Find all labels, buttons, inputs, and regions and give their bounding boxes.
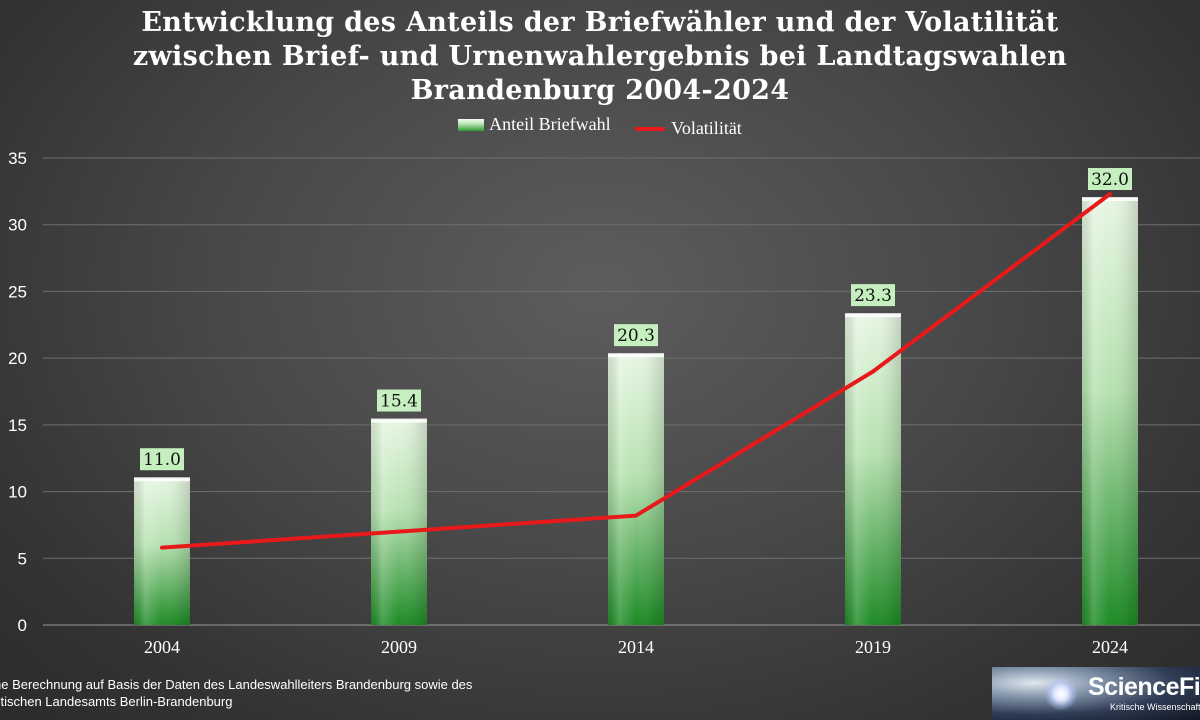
bar-shine-2024 [1082,198,1138,625]
source-note: ne Berechnung auf Basis der Daten des La… [0,676,472,710]
legend-line-swatch [635,126,666,131]
logo-tagline: Kritische Wissenschaft [1110,702,1200,712]
bar-cap-2014 [608,353,664,358]
legend-item-briefwahl: Anteil Briefwahl [458,114,611,135]
volatility-line-group [160,192,1112,550]
data-label-bg-2014 [614,324,658,347]
title-line-1: Entwicklung des Anteils der Briefwähler … [141,7,1059,38]
data-labels: 11.0 15.4 20.3 23.3 32.0 [140,168,1132,471]
bar-cap-2019 [845,313,901,318]
data-label-2004: 11.0 [143,450,181,470]
data-label-bg-2019 [851,284,895,307]
y-tick-label-15: 15 [8,416,27,435]
y-tick-label-5: 5 [18,549,27,568]
x-category-2009: 2009 [381,637,417,657]
y-axis-ticks: 0 5 10 15 20 25 30 35 [8,149,27,635]
bar-cap-2024 [1082,197,1138,202]
y-tick-label-35: 35 [8,149,27,168]
logo-name: ScienceFiles [1088,673,1200,701]
source-line-2: stischen Landesamts Berlin-Brandenburg [0,694,233,709]
bar-shine-2014 [608,354,664,625]
data-label-2009: 15.4 [380,392,418,412]
x-category-2019: 2019 [855,637,891,657]
x-axis-categories: 2004 2009 2014 2019 2024 [144,637,1128,657]
data-label-bg-2004 [140,448,184,471]
y-tick-label-0: 0 [18,616,27,635]
legend-label-volatilitaet: Volatilität [671,118,742,138]
y-tick-label-10: 10 [8,483,27,502]
data-label-bg-2024 [1088,168,1132,191]
source-line-1: ne Berechnung auf Basis der Daten des La… [0,677,473,692]
legend-bar-swatch [458,118,485,131]
y-tick-label-30: 30 [8,216,27,235]
logo-glow-icon [1044,677,1078,711]
x-category-2004: 2004 [144,637,180,657]
legend-item-volatilitaet: Volatilität [635,118,742,139]
bar-cap-2009 [371,418,427,423]
legend: Anteil Briefwahl Volatilität [0,114,1200,139]
chart-title: Entwicklung des Anteils der Briefwähler … [0,6,1200,108]
bar-shine-2004 [134,478,190,625]
x-category-2014: 2014 [618,637,654,657]
x-category-2024: 2024 [1092,637,1128,657]
data-label-2019: 23.3 [854,286,892,306]
data-label-2014: 20.3 [617,326,655,346]
title-line-2: zwischen Brief- und Urnenwahlergebnis be… [132,41,1068,72]
y-tick-label-25: 25 [8,282,27,301]
bar-shine-2009 [371,419,427,625]
data-label-2024: 32.0 [1091,170,1129,190]
bar-shine-2019 [845,314,901,625]
data-label-bg-2009 [377,389,421,412]
y-tick-label-20: 20 [8,349,27,368]
sciencefiles-logo: ScienceFiles Kritische Wissenschaft [992,667,1200,720]
bars [134,197,1138,625]
title-line-3: Brandenburg 2004-2024 [410,75,790,106]
legend-label-briefwahl: Anteil Briefwahl [489,114,611,134]
bar-cap-2004 [134,477,190,482]
